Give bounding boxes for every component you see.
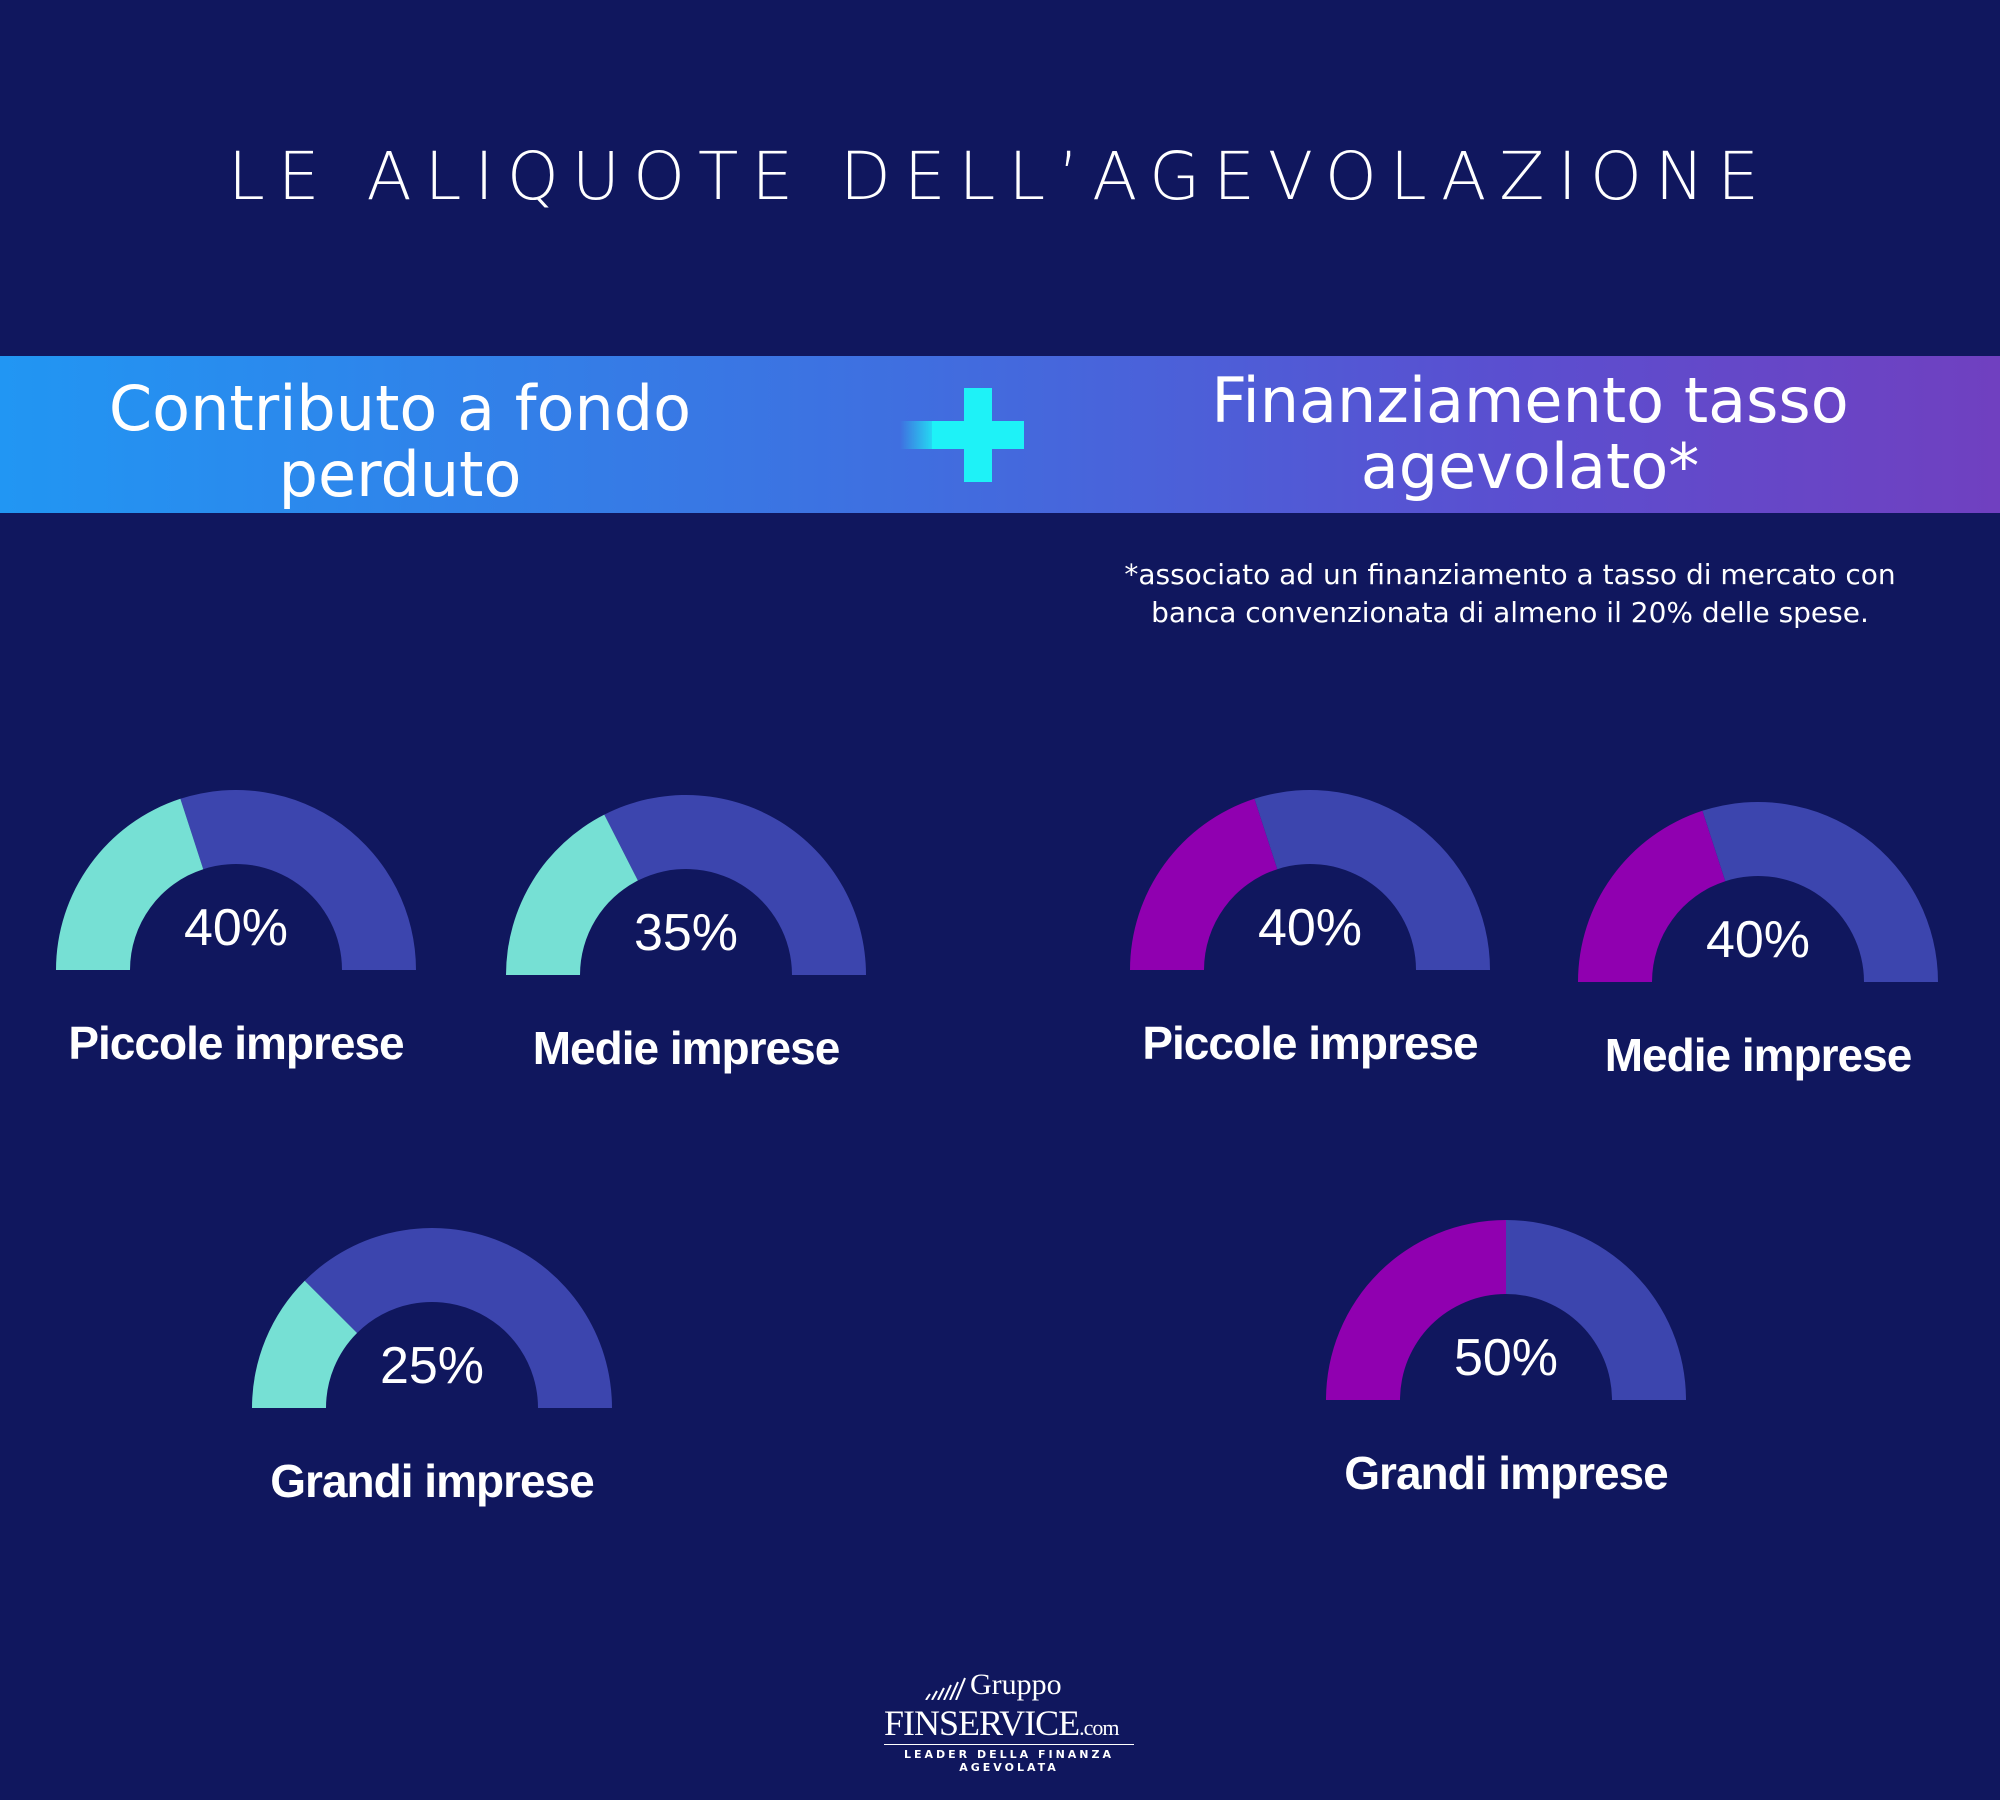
logo-line2: FINSERVICE.com — [884, 1702, 1120, 1744]
gauge-category-label: Medie imprese — [532, 1022, 841, 1074]
logo-divider — [884, 1744, 1134, 1745]
gauge-finanziamento-2: 50% Grandi imprese — [1326, 1220, 1686, 1500]
gauge-track — [180, 790, 416, 970]
gauge-value-label: 40% — [183, 899, 289, 957]
page-title: LE ALIQUOTE DELL’AGEVOLAZIONE — [228, 138, 1772, 215]
gauge-fill-bar — [506, 814, 638, 975]
gauge-track — [304, 1228, 612, 1408]
gauge-contributo-2: 25% Grandi imprese — [252, 1228, 612, 1508]
gauge-category-label: Medie imprese — [1604, 1029, 1913, 1081]
gauge-category-label: Piccole imprese — [1142, 1017, 1478, 1069]
finservice-logo: Gruppo FINSERVICE.com LEADER DELLA FINAN… — [880, 1668, 1140, 1774]
gauge-finanziamento-0: 40% Piccole imprese — [1130, 790, 1490, 1070]
plus-icon — [900, 388, 1024, 482]
gauge-svg — [1578, 802, 1938, 982]
gauge-svg — [252, 1228, 612, 1408]
gauge-fill-bar — [1130, 798, 1278, 970]
finanziamento-heading: Finanziamento tasso agevolato* — [1120, 368, 1940, 500]
gauge-track — [1702, 802, 1938, 982]
gauge-value-label: 35% — [633, 904, 739, 962]
gauge-fill-bar — [252, 1280, 358, 1408]
gauge-category-label: Grandi imprese — [1344, 1447, 1668, 1499]
contributo-heading: Contributo a fondo perduto — [40, 376, 760, 508]
gauge-track — [604, 795, 866, 975]
gauge-category-label: Grandi imprese — [270, 1455, 594, 1507]
gauge-value-label: 25% — [379, 1337, 485, 1395]
gauge-value-label: 40% — [1705, 911, 1811, 969]
logo-line1: Gruppo — [970, 1668, 1062, 1701]
gauge-contributo-0: 40% Piccole imprese — [56, 790, 416, 1070]
logo-domain: .com — [1079, 1715, 1119, 1740]
gauge-svg — [56, 790, 416, 970]
contributo-heading-line1: Contributo a fondo — [108, 372, 692, 445]
logo-tagline: LEADER DELLA FINANZA AGEVOLATA — [903, 1748, 1114, 1774]
finanziamento-heading-line2: agevolato* — [1360, 430, 1700, 503]
gauge-track — [1506, 1220, 1686, 1400]
logo-brand: FINSERVICE — [884, 1703, 1080, 1743]
gauge-svg — [1130, 790, 1490, 970]
gauge-svg — [1326, 1220, 1686, 1400]
gauge-category-label: Piccole imprese — [68, 1017, 404, 1069]
footnote-line1: *associato ad un finanziamento a tasso d… — [1124, 558, 1896, 591]
gauge-value-label: 50% — [1453, 1329, 1559, 1387]
gauge-finanziamento-1: 40% Medie imprese — [1578, 802, 1938, 1082]
gauge-fill-bar — [1578, 810, 1726, 982]
logo-bars-icon — [925, 1677, 966, 1700]
finanziamento-heading-line1: Finanziamento tasso — [1211, 364, 1849, 437]
contributo-heading-line2: perduto — [278, 438, 522, 511]
gauge-track — [1254, 790, 1490, 970]
gauge-svg — [506, 795, 866, 975]
gauge-contributo-1: 35% Medie imprese — [506, 795, 866, 1075]
footnote: *associato ad un finanziamento a tasso d… — [1090, 556, 1930, 632]
gauge-value-label: 40% — [1257, 899, 1363, 957]
footnote-line2: banca convenzionata di almeno il 20% del… — [1151, 596, 1869, 629]
header-band: Contributo a fondo perduto Finanziamento… — [0, 356, 2000, 513]
gauge-fill-bar — [56, 798, 204, 970]
gauge-fill-bar — [1326, 1220, 1506, 1400]
